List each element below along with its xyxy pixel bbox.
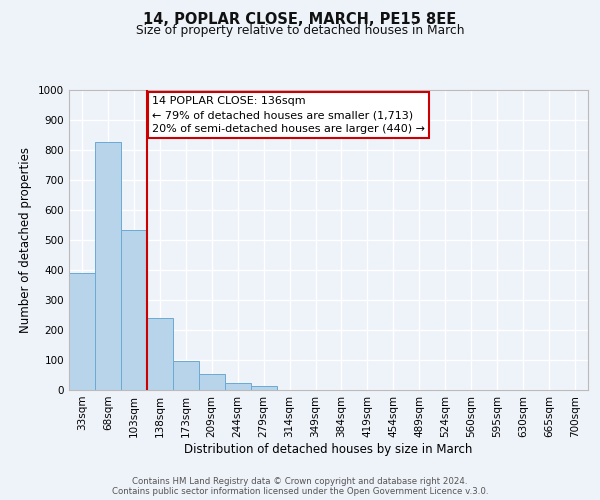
Bar <box>69 273 95 390</box>
Text: 14, POPLAR CLOSE, MARCH, PE15 8EE: 14, POPLAR CLOSE, MARCH, PE15 8EE <box>143 12 457 28</box>
Text: Contains public sector information licensed under the Open Government Licence v.: Contains public sector information licen… <box>112 488 488 496</box>
Bar <box>95 142 121 390</box>
Text: Size of property relative to detached houses in March: Size of property relative to detached ho… <box>136 24 464 37</box>
Bar <box>147 318 173 390</box>
Bar <box>199 374 224 390</box>
Text: Contains HM Land Registry data © Crown copyright and database right 2024.: Contains HM Land Registry data © Crown c… <box>132 478 468 486</box>
Text: 14 POPLAR CLOSE: 136sqm
← 79% of detached houses are smaller (1,713)
20% of semi: 14 POPLAR CLOSE: 136sqm ← 79% of detache… <box>152 96 425 134</box>
Bar <box>225 384 251 390</box>
Bar <box>251 386 277 390</box>
Bar <box>121 230 147 390</box>
X-axis label: Distribution of detached houses by size in March: Distribution of detached houses by size … <box>184 442 473 456</box>
Bar <box>173 361 199 390</box>
Y-axis label: Number of detached properties: Number of detached properties <box>19 147 32 333</box>
